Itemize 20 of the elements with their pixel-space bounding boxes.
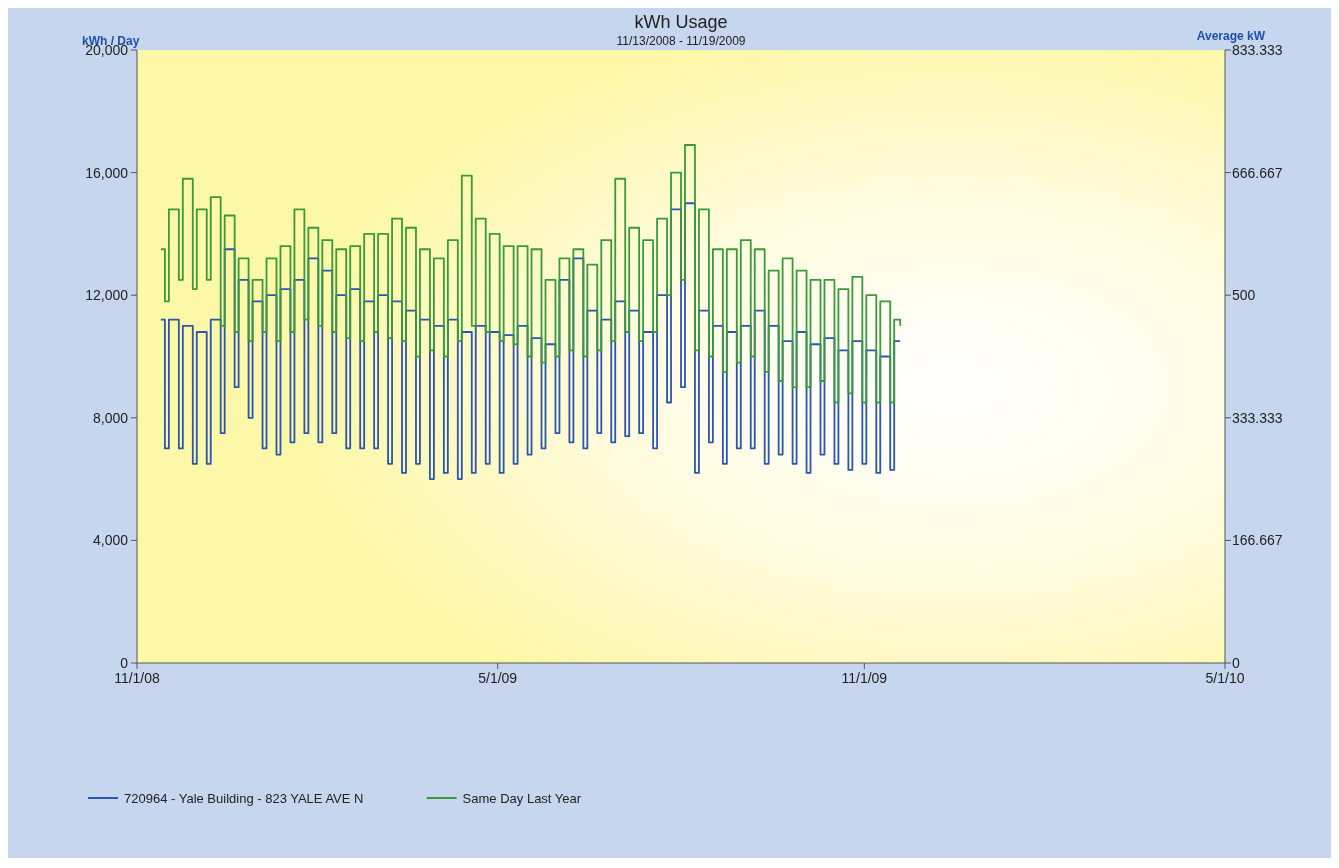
x-tick-label: 5/1/09: [478, 670, 518, 686]
y2-tick-label: 333.333: [1232, 409, 1283, 426]
chart-title: kWh Usage: [634, 12, 728, 32]
x-tick-label: 5/1/10: [1205, 670, 1245, 686]
y-tick-label: 8,000: [92, 409, 129, 426]
y2-tick-label: 0: [1232, 655, 1240, 671]
x-tick-label: 11/1/08: [114, 670, 161, 686]
y2-tick-label: 833.333: [1232, 42, 1283, 58]
y-tick-label: 16,000: [85, 164, 129, 181]
legend-label: 720964 - Yale Building - 823 YALE AVE N: [124, 791, 364, 806]
y2-tick-label: 166.667: [1232, 532, 1283, 549]
x-tick-label: 11/1/09: [841, 670, 888, 686]
chart-subtitle: 11/13/2008 - 11/19/2009: [616, 34, 746, 48]
y-tick-label: 0: [120, 655, 129, 671]
y-tick-label: 12,000: [85, 287, 129, 304]
legend-label: Same Day Last Year: [462, 791, 582, 806]
y2-tick-label: 500: [1232, 287, 1256, 304]
y2-tick-label: 666.667: [1232, 164, 1283, 181]
y-tick-label: 4,000: [92, 532, 129, 549]
y2-axis-title: Average kW: [1196, 29, 1266, 43]
